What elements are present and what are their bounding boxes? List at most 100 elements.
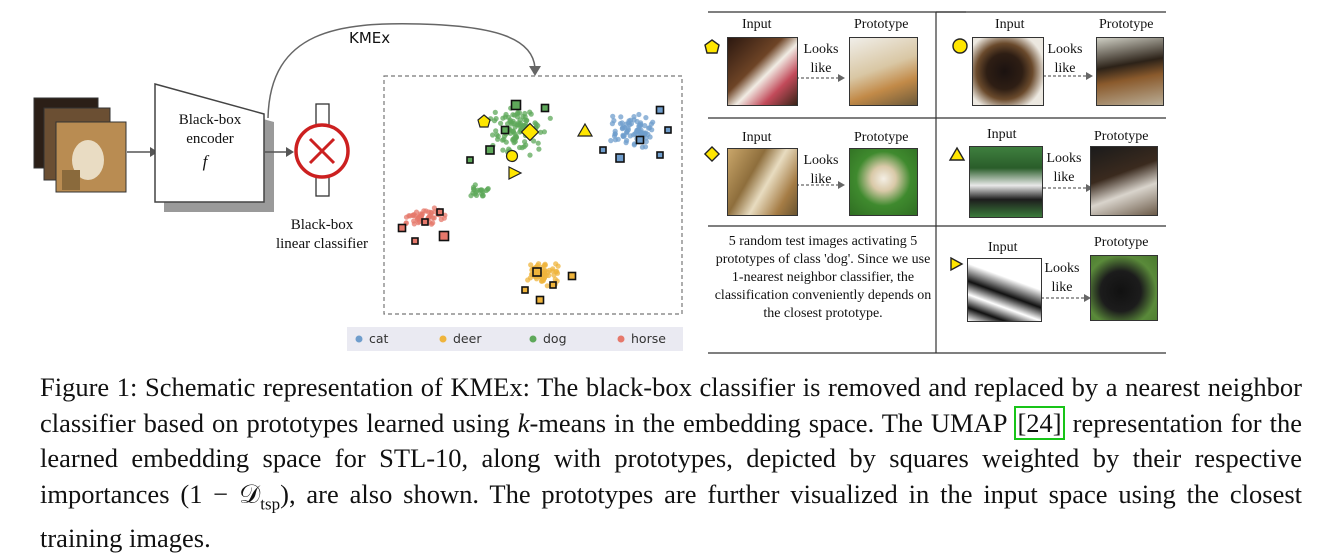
citation-link[interactable]: [24] xyxy=(1014,405,1065,440)
prototype-image-2 xyxy=(1096,37,1164,106)
like-label-2: like xyxy=(1054,61,1076,76)
prototype-square xyxy=(549,281,557,289)
prototype-label-1: Prototype xyxy=(854,17,909,32)
scatter-point xyxy=(468,193,474,199)
scatter-point xyxy=(539,278,545,284)
scatter-point xyxy=(505,121,511,127)
input-label-4: Input xyxy=(987,127,1017,142)
input-image-stack xyxy=(33,97,127,193)
prototype-square xyxy=(466,156,474,164)
scatter-point xyxy=(617,121,624,127)
scatter-point xyxy=(421,208,427,214)
scatter-point xyxy=(411,221,417,227)
scatter-point xyxy=(612,137,619,143)
scatter-point xyxy=(541,129,548,135)
input-label-2: Input xyxy=(995,17,1025,32)
scatter-point xyxy=(493,128,499,134)
prototype-square xyxy=(521,286,529,294)
encoder-block xyxy=(154,83,265,203)
prototype-square xyxy=(655,105,665,115)
scatter-point xyxy=(502,114,508,120)
caption-part-1: Figure 1: Schematic representation of KM… xyxy=(40,372,1302,438)
scatter-point xyxy=(495,136,501,142)
legend-dog: dog xyxy=(543,331,567,346)
scatter-point xyxy=(531,138,537,144)
prototype-square xyxy=(615,153,625,163)
scatter-point xyxy=(472,182,478,188)
prototype-square xyxy=(635,135,645,145)
scatter-point xyxy=(638,131,644,137)
input-label-5: Input xyxy=(988,240,1018,255)
scatter-point xyxy=(544,283,550,289)
scatter-point xyxy=(631,114,637,120)
input-image-3 xyxy=(727,148,798,216)
scatter-point xyxy=(621,133,627,139)
scatter-point xyxy=(438,216,444,223)
scatter-point xyxy=(636,124,642,130)
scatter-point xyxy=(625,120,632,126)
scatter-point xyxy=(471,186,477,192)
caption-part-4: , are also shown. The prototypes are fur… xyxy=(40,478,1303,554)
prototype-image-3 xyxy=(849,148,918,216)
panel-grid-lines xyxy=(703,11,1166,354)
scatter-point xyxy=(521,122,527,129)
scatter-point xyxy=(647,125,653,131)
prototype-square xyxy=(411,237,419,245)
scatter-point xyxy=(485,186,491,192)
scatter-point xyxy=(510,128,516,134)
looks-label-2: Looks xyxy=(1047,42,1083,57)
prototype-square xyxy=(535,295,545,305)
scatter-point xyxy=(543,273,549,279)
classifier-label-line1: Black-box xyxy=(290,217,354,233)
scatter-point xyxy=(635,128,641,134)
input-image-5 xyxy=(967,258,1042,322)
scatter-point xyxy=(528,262,534,268)
caption-formula-sub: tsp xyxy=(260,493,281,513)
encoder-symbol: f xyxy=(202,152,208,171)
scatter-point xyxy=(431,215,437,221)
scatter-point xyxy=(413,209,420,215)
looks-label-1: Looks xyxy=(803,42,839,57)
scatter-point xyxy=(536,146,542,152)
prototype-square xyxy=(438,230,450,242)
scatter-point xyxy=(472,191,478,197)
legend-deer: deer xyxy=(453,331,482,346)
scatter-point xyxy=(477,187,483,193)
scatter-point xyxy=(515,122,521,128)
scatter-point xyxy=(535,140,541,146)
input-image-4 xyxy=(969,146,1043,218)
prototype-square xyxy=(567,271,577,281)
scatter-point xyxy=(546,267,552,273)
scatter-point xyxy=(430,220,436,226)
caption-part-2: -means in the embedding space. The UMAP xyxy=(529,407,1015,438)
looks-label-4: Looks xyxy=(1046,151,1082,166)
scatter-point xyxy=(542,268,548,274)
legend-cat: cat xyxy=(369,331,389,346)
scatter-point xyxy=(523,142,529,148)
scatter-point xyxy=(410,212,416,218)
scatter-point xyxy=(608,138,614,144)
pentagon-icon xyxy=(704,39,720,54)
scatter-point xyxy=(527,152,533,158)
prototype-image-4 xyxy=(1090,146,1158,216)
scatter-point xyxy=(542,261,548,267)
legend-background xyxy=(347,327,683,351)
diamond-icon xyxy=(703,145,721,163)
encoder-label-line1: Black-box xyxy=(178,112,242,128)
scatter-point xyxy=(493,116,499,122)
like-label-4: like xyxy=(1053,170,1075,185)
scatter-point xyxy=(552,276,558,282)
panel-description: 5 random test images activating 5 protot… xyxy=(714,234,932,321)
play-marker xyxy=(508,166,523,180)
kmex-arrow xyxy=(267,23,536,119)
circle-icon xyxy=(952,38,968,54)
scatter-point xyxy=(618,114,624,120)
scatter-point xyxy=(642,144,649,150)
scatter-point xyxy=(647,134,653,140)
caption-k: k xyxy=(517,407,530,438)
prototype-markers xyxy=(477,114,594,180)
prototype-label-5: Prototype xyxy=(1094,235,1149,250)
scatter-point xyxy=(610,113,616,119)
scatter-point xyxy=(527,109,533,115)
scatter-point xyxy=(403,214,410,220)
